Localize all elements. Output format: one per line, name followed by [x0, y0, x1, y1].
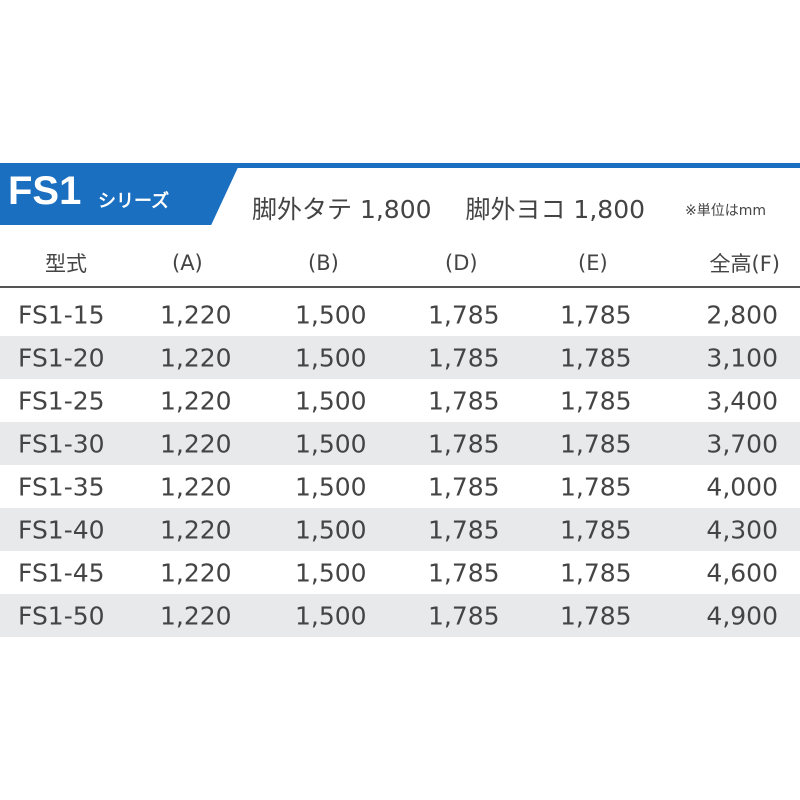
- table-cell: 4,300: [706, 515, 778, 544]
- table-cell: FS1-40: [18, 515, 105, 544]
- table-cell: FS1-30: [18, 429, 105, 458]
- table-cell: 1,785: [428, 300, 500, 329]
- table-cell: 3,100: [706, 343, 778, 372]
- table-cell: 1,500: [295, 386, 367, 415]
- table-cell: 1,785: [428, 515, 500, 544]
- table-cell: 1,785: [560, 343, 632, 372]
- leg-spec: 脚外タテ 1,800 脚外ヨコ 1,800: [252, 190, 671, 226]
- table-cell: 1,500: [295, 343, 367, 372]
- header-total-height: 全高(F): [709, 252, 780, 276]
- table-cell: FS1-35: [18, 472, 105, 501]
- table-cell: 1,220: [160, 515, 232, 544]
- table-row: FS1-30 1,220 1,500 1,785 1,785 3,700: [0, 422, 800, 465]
- table-cell: 1,785: [428, 386, 500, 415]
- table-cell: 3,400: [706, 386, 778, 415]
- table-cell: 1,785: [428, 429, 500, 458]
- table-cell: 1,785: [560, 429, 632, 458]
- table-cell: 1,785: [560, 472, 632, 501]
- table-row: FS1-20 1,220 1,500 1,785 1,785 3,100: [0, 336, 800, 379]
- table-cell: 4,900: [706, 601, 778, 630]
- table-cell: 1,220: [160, 558, 232, 587]
- table-cell: 3,700: [706, 429, 778, 458]
- table-cell: 1,785: [428, 601, 500, 630]
- table-cell: 1,220: [160, 472, 232, 501]
- table-cell: 2,800: [706, 300, 778, 329]
- table-cell: 1,220: [160, 343, 232, 372]
- table-cell: 1,785: [428, 343, 500, 372]
- table-cell: 1,500: [295, 300, 367, 329]
- table-cell: 1,785: [560, 386, 632, 415]
- table-cell: 1,785: [428, 558, 500, 587]
- table-cell: 4,600: [706, 558, 778, 587]
- table-cell: 4,000: [706, 472, 778, 501]
- table-header: 型式 (A) (B) (D) (E) 全高(F): [0, 240, 800, 288]
- series-suffix: シリーズ: [98, 191, 170, 212]
- table-cell: 1,220: [160, 429, 232, 458]
- header-a: (A): [172, 251, 203, 275]
- series-title-tab: FS1 シリーズ: [0, 163, 240, 225]
- table-row: FS1-35 1,220 1,500 1,785 1,785 4,000: [0, 465, 800, 508]
- table-cell: FS1-15: [18, 300, 105, 329]
- leg-spec-width: 脚外ヨコ 1,800: [465, 195, 646, 224]
- table-row: FS1-40 1,220 1,500 1,785 1,785 4,300: [0, 508, 800, 551]
- header-e: (E): [578, 251, 608, 275]
- table-cell: 1,500: [295, 515, 367, 544]
- table-cell: 1,785: [428, 472, 500, 501]
- header-model: 型式: [45, 252, 87, 276]
- table-cell: 1,785: [560, 601, 632, 630]
- table-cell: 1,500: [295, 429, 367, 458]
- table-cell: FS1-25: [18, 386, 105, 415]
- table-row: FS1-15 1,220 1,500 1,785 1,785 2,800: [0, 293, 800, 336]
- table-cell: 1,220: [160, 300, 232, 329]
- table-cell: FS1-50: [18, 601, 105, 630]
- header-d: (D): [445, 251, 478, 275]
- table-row: FS1-50 1,220 1,500 1,785 1,785 4,900: [0, 594, 800, 637]
- table-cell: 1,785: [560, 515, 632, 544]
- header-b: (B): [308, 251, 339, 275]
- header-rule: [0, 163, 800, 168]
- table-cell: FS1-45: [18, 558, 105, 587]
- table-row: FS1-25 1,220 1,500 1,785 1,785 3,400: [0, 379, 800, 422]
- unit-note: ※単位はmm: [685, 203, 767, 219]
- table-cell: FS1-20: [18, 343, 105, 372]
- table-cell: 1,500: [295, 558, 367, 587]
- table-cell: 1,500: [295, 472, 367, 501]
- series-name: FS1: [8, 169, 82, 213]
- table-cell: 1,500: [295, 601, 367, 630]
- table-row: FS1-45 1,220 1,500 1,785 1,785 4,600: [0, 551, 800, 594]
- leg-spec-length: 脚外タテ 1,800: [252, 195, 432, 224]
- table-cell: 1,785: [560, 300, 632, 329]
- table-cell: 1,220: [160, 386, 232, 415]
- table-cell: 1,785: [560, 558, 632, 587]
- table-cell: 1,220: [160, 601, 232, 630]
